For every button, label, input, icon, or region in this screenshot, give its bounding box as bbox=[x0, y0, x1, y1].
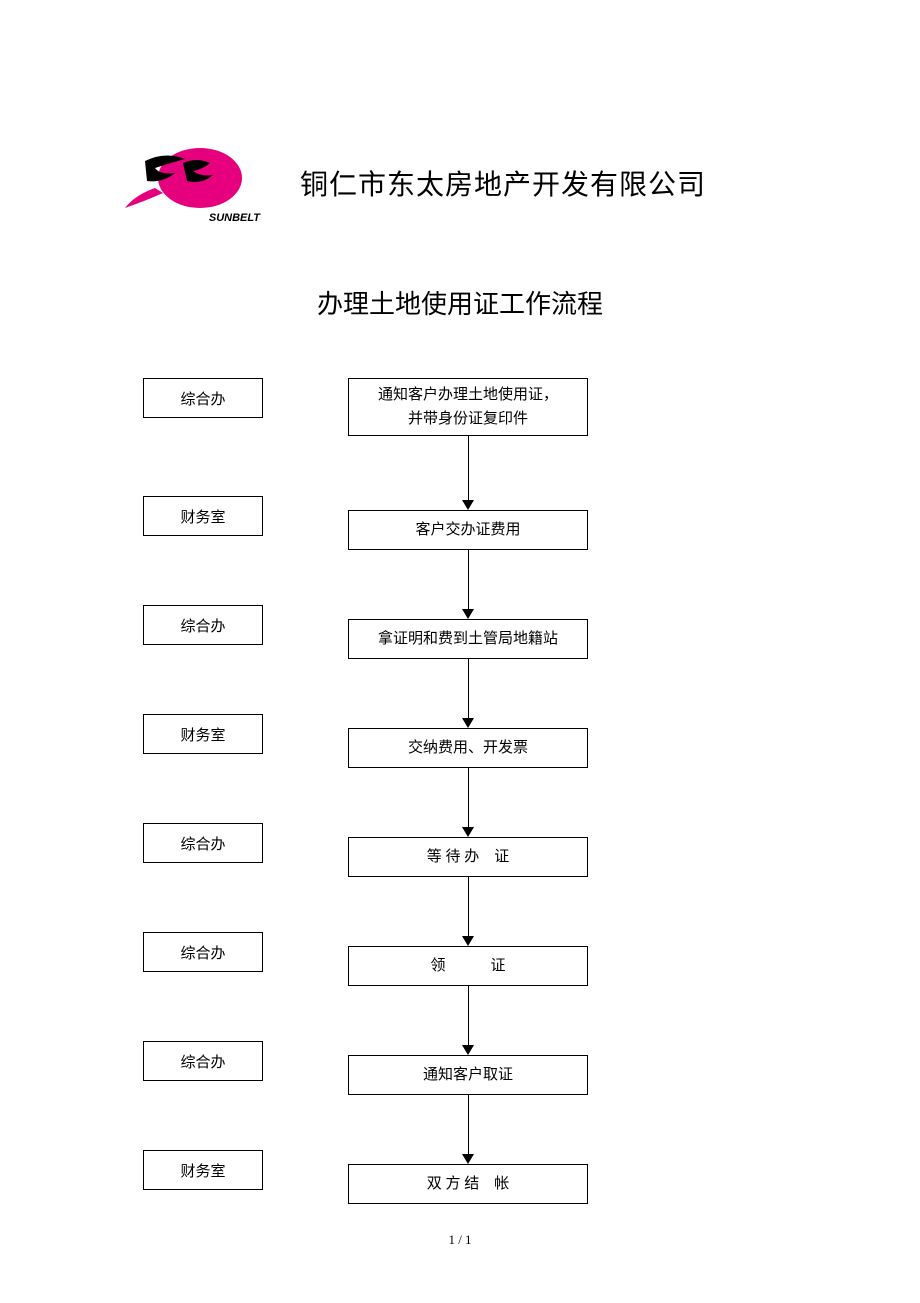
dept-box: 综合办 bbox=[143, 605, 263, 645]
flow-arrow bbox=[462, 877, 474, 946]
sunbelt-logo-icon: SUNBELT bbox=[115, 133, 265, 233]
logo: SUNBELT bbox=[110, 128, 270, 238]
step-box: 客户交办证费用 bbox=[348, 510, 588, 550]
flow-arrow bbox=[462, 768, 474, 837]
flow-arrow bbox=[462, 986, 474, 1055]
step-box: 双 方 结 帐 bbox=[348, 1164, 588, 1204]
company-name: 铜仁市东太房地产开发有限公司 bbox=[300, 163, 706, 203]
flow-arrow bbox=[462, 550, 474, 619]
flow-arrow bbox=[462, 659, 474, 728]
dept-box: 综合办 bbox=[143, 932, 263, 972]
dept-box: 综合办 bbox=[143, 823, 263, 863]
step-box: 领 证 bbox=[348, 946, 588, 986]
dept-box: 综合办 bbox=[143, 1041, 263, 1081]
page: SUNBELT 铜仁市东太房地产开发有限公司 办理土地使用证工作流程 综合办通知… bbox=[0, 0, 920, 1303]
flow-arrow bbox=[462, 1095, 474, 1164]
dept-box: 财务室 bbox=[143, 1150, 263, 1190]
step-box: 交纳费用、开发票 bbox=[348, 728, 588, 768]
page-number: 1 / 1 bbox=[0, 1232, 920, 1248]
step-box: 通知客户取证 bbox=[348, 1055, 588, 1095]
step-box: 通知客户办理土地使用证，并带身份证复印件 bbox=[348, 378, 588, 436]
flowchart-title: 办理土地使用证工作流程 bbox=[0, 284, 920, 321]
flow-arrow bbox=[462, 436, 474, 510]
dept-box: 财务室 bbox=[143, 714, 263, 754]
step-box: 等 待 办 证 bbox=[348, 837, 588, 877]
logo-subtext: SUNBELT bbox=[209, 212, 261, 224]
header: SUNBELT 铜仁市东太房地产开发有限公司 bbox=[110, 128, 706, 238]
dept-box: 综合办 bbox=[143, 378, 263, 418]
step-box: 拿证明和费到土管局地籍站 bbox=[348, 619, 588, 659]
dept-box: 财务室 bbox=[143, 496, 263, 536]
